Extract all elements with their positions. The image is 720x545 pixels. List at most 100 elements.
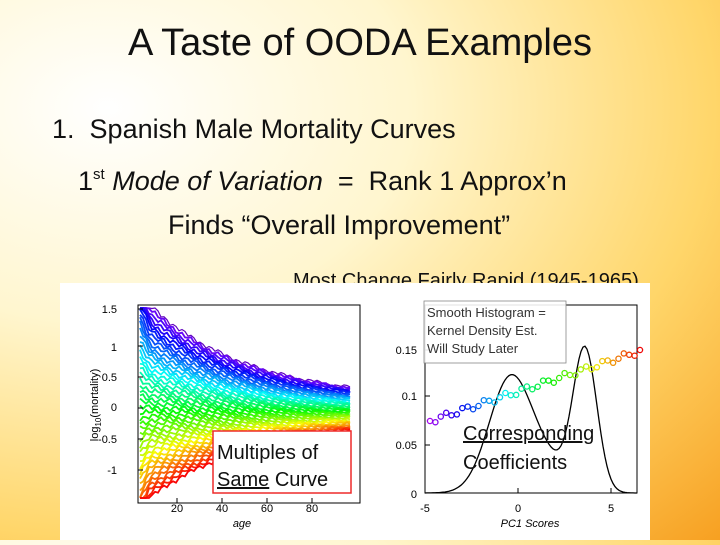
note-line1: Smooth Histogram =: [427, 305, 546, 320]
score-point: [555, 374, 563, 382]
ytick: 1.5: [102, 304, 117, 316]
score-point: [437, 413, 445, 420]
mortality-curve: [139, 415, 351, 453]
annotation-curve: Curve: [275, 469, 328, 491]
score-point: [529, 385, 536, 393]
ylabel-rest: (mortality): [89, 369, 101, 418]
left-xlabel: age: [233, 518, 251, 530]
score-point: [426, 417, 434, 425]
xtick: 60: [261, 503, 273, 515]
score-point: [534, 383, 541, 390]
mode-ordinal: 1: [78, 166, 94, 196]
mortality-curve: [140, 307, 351, 389]
score-point: [561, 369, 568, 377]
score-point: [599, 357, 606, 365]
xtick: 20: [171, 503, 183, 515]
score-point: [539, 377, 547, 384]
score-point: [523, 383, 531, 390]
score-point: [577, 366, 585, 373]
note-box: [423, 300, 567, 364]
xtick: 80: [306, 503, 318, 515]
r-ytick: 0.15: [396, 345, 417, 357]
score-point: [496, 394, 504, 401]
score-point: [485, 397, 493, 405]
r-xtick: -5: [420, 503, 430, 515]
ytick: -0.5: [98, 434, 117, 446]
mode-label: Mode of Variation: [112, 166, 323, 196]
left-plot-ticks: [138, 308, 313, 503]
score-point: [593, 364, 601, 371]
score-point: [550, 379, 558, 386]
mortality-curve: [140, 307, 351, 393]
mortality-curve: [140, 307, 351, 388]
left-plot-frame: [137, 304, 361, 504]
score-point: [475, 402, 482, 410]
svg-text:log10(mortality): log10(mortality): [89, 369, 103, 441]
score-point: [588, 365, 595, 373]
score-point: [615, 355, 622, 362]
list-item-text: Spanish Male Mortality Curves: [89, 114, 456, 144]
mode-ordinal-suffix: st: [93, 166, 105, 183]
slide-title: A Taste of OODA Examples: [128, 22, 592, 64]
mortality-curve: [139, 314, 351, 395]
score-point: [625, 351, 633, 359]
annotation-same: Same: [217, 469, 269, 491]
score-point: [582, 363, 590, 370]
mortality-curve: [139, 407, 351, 416]
score-point: [453, 411, 461, 418]
r-xtick: 0: [515, 503, 521, 515]
left-annotation-box: [212, 430, 352, 494]
ytick: -1: [107, 465, 117, 477]
r-ytick: 0: [411, 489, 417, 501]
score-point: [572, 372, 579, 379]
score-point: [469, 405, 477, 413]
score-point: [566, 371, 574, 379]
right-xlabel: PC1 Scores: [501, 518, 560, 530]
mortality-curve: [139, 414, 351, 449]
mortality-curve: [139, 344, 351, 402]
mortality-curve: [139, 385, 351, 409]
mortality-curve: [139, 366, 351, 405]
r-ytick: 0.05: [396, 440, 417, 452]
score-point: [480, 396, 488, 404]
ylabel-log: log: [89, 427, 101, 442]
score-point: [545, 377, 552, 384]
right-annotation-line2: Coefficients: [463, 452, 567, 474]
score-point: [636, 346, 644, 354]
mortality-curve: [140, 307, 351, 391]
mode-result: Rank 1 Approx’n: [368, 166, 567, 196]
score-point: [448, 412, 455, 419]
score-point: [432, 418, 439, 426]
ytick: 0: [111, 402, 117, 414]
mortality-curve: [139, 377, 351, 408]
left-ylabel: log10(mortality): [89, 369, 103, 441]
score-point: [442, 409, 450, 417]
list-number: 1.: [52, 114, 75, 144]
right-annotation-line1: Corresponding: [463, 423, 594, 445]
score-point: [609, 359, 617, 367]
score-point: [507, 391, 515, 399]
xtick: 40: [216, 503, 228, 515]
mode-line: 1st Mode of Variation = Rank 1 Approx’n: [78, 166, 567, 197]
ytick: 0.5: [102, 372, 117, 384]
note-line3: Will Study Later: [427, 341, 519, 356]
score-point: [604, 357, 611, 364]
mortality-curve: [139, 389, 351, 410]
score-point: [620, 350, 628, 357]
finds-line: Finds “Overall Improvement”: [168, 210, 511, 240]
r-ytick: 0.1: [402, 391, 417, 403]
score-point: [518, 385, 525, 392]
note-line2: Kernel Density Est.: [427, 323, 538, 338]
score-point: [502, 389, 509, 397]
score-points: [426, 346, 644, 426]
annotation-line1: Multiples of: [217, 442, 319, 464]
mortality-curve: [139, 341, 351, 400]
figure-svg: 1.5 1 0.5 0 -0.5 -1 20 40 60 80 age log1…: [89, 300, 644, 530]
score-point: [491, 399, 498, 406]
r-xtick: 5: [608, 503, 614, 515]
mortality-curve: [139, 308, 351, 394]
density-curve: [424, 345, 637, 494]
mode-equals: =: [337, 166, 354, 196]
ylabel-sub: 10: [94, 417, 103, 426]
figure-panel: 1.5 1 0.5 0 -0.5 -1 20 40 60 80 age log1…: [60, 283, 650, 540]
